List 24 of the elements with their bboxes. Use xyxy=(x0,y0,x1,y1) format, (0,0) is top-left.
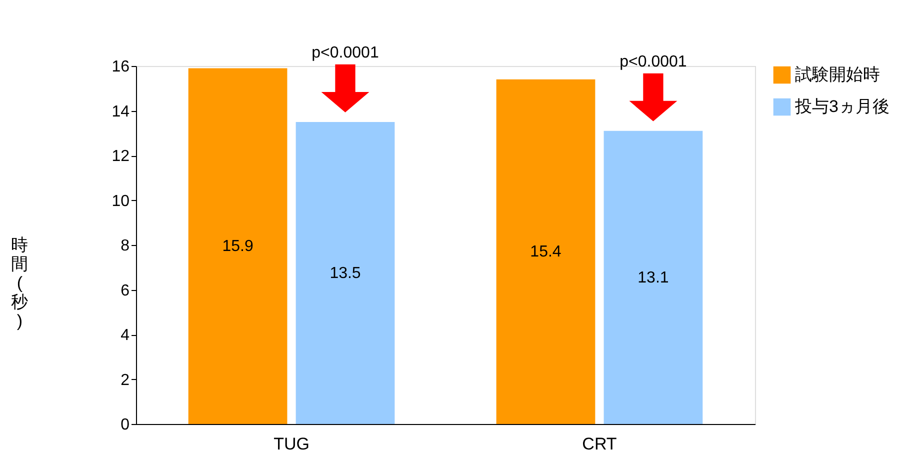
data-label: 15.4 xyxy=(530,244,562,261)
bar xyxy=(604,130,703,424)
y-tick-label: 8 xyxy=(120,238,130,254)
bar xyxy=(188,68,288,424)
y-tick-label: 4 xyxy=(120,327,130,344)
y-tick-label: 12 xyxy=(112,148,130,165)
data-label: 13.1 xyxy=(638,269,669,286)
legend-label: 試験開始時 xyxy=(795,65,880,84)
y-axis-title: 時間(秒) xyxy=(11,236,28,330)
data-label: 13.5 xyxy=(330,264,361,282)
bar xyxy=(296,122,395,424)
y-tick-label: 0 xyxy=(120,416,130,434)
y-tick-label: 2 xyxy=(120,372,130,389)
x-tick-label: TUG xyxy=(274,434,310,454)
data-label: 15.9 xyxy=(222,238,254,256)
text: p<0.0001 xyxy=(312,44,379,62)
y-tick-label: 6 xyxy=(120,282,130,300)
y-tick-label: 14 xyxy=(112,103,130,120)
x-tick-label: CRT xyxy=(582,434,617,454)
y-tick-label: 10 xyxy=(112,192,130,210)
annotation: p<0.0001 xyxy=(620,54,687,71)
legend-label: 投与3ヵ月後 xyxy=(794,97,890,116)
y-tick-label: 16 xyxy=(112,58,130,76)
bar xyxy=(496,79,596,424)
